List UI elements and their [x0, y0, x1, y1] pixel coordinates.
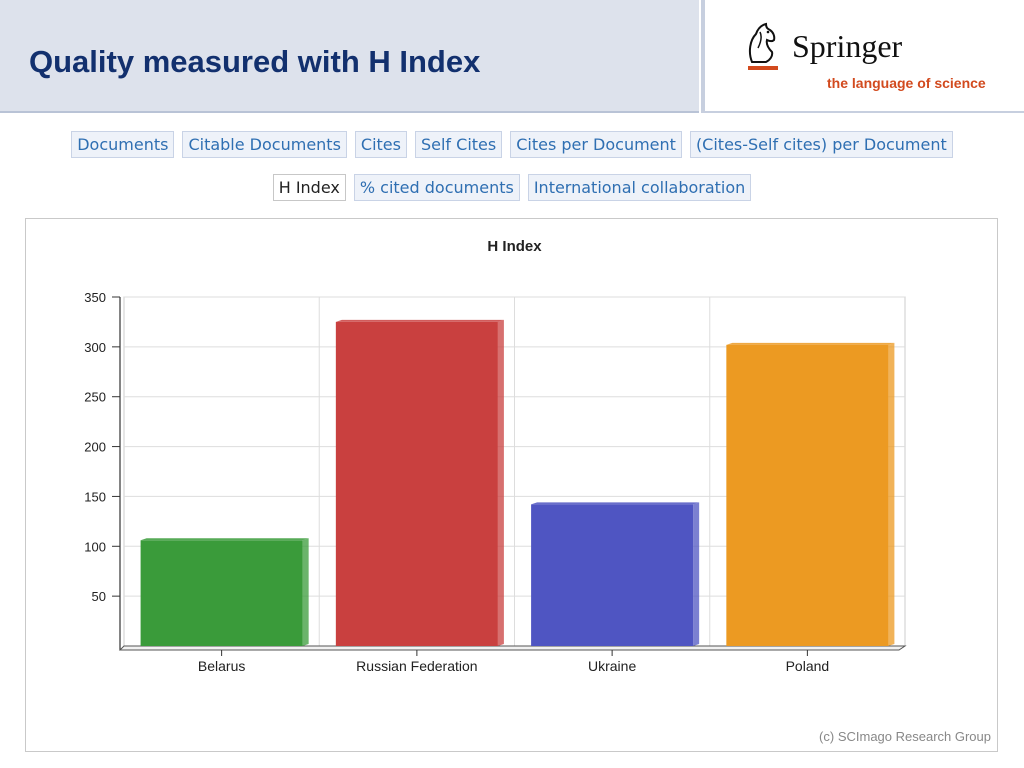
tab-international-collaboration[interactable]: International collaboration [527, 174, 752, 201]
y-tick-label: 100 [84, 539, 106, 554]
x-tick-label: Belarus [198, 658, 245, 674]
chart-credit: (c) SCImago Research Group [819, 729, 991, 744]
chart-panel: H Index 50 100 150 200 250 300 350 Belarus Russia… [25, 218, 998, 752]
x-tick-label: Ukraine [588, 658, 636, 674]
bar-top [335, 319, 504, 322]
tab-self-cites[interactable]: Self Cites [414, 131, 503, 158]
y-tick-label: 200 [84, 440, 106, 455]
brand-name: Springer [792, 28, 903, 64]
tab-cites-self-cites-per-document[interactable]: (Cites-Self cites) per Document [689, 131, 953, 158]
y-tick-label: 50 [92, 589, 106, 604]
bar-side [693, 502, 700, 646]
x-tick-label: Poland [786, 658, 830, 674]
bar-top [140, 538, 309, 541]
tab-cites[interactable]: Cites [354, 131, 407, 158]
tab-documents[interactable]: Documents [71, 131, 175, 158]
y-tick-label: 350 [84, 290, 106, 305]
bar-belarus [140, 540, 303, 646]
header-divider [701, 0, 705, 113]
page-title: Quality measured with H Index [29, 44, 481, 79]
metric-tabs-row-2: H Index % cited documents International co… [0, 174, 1024, 201]
header: Quality measured with H Index Springer t… [0, 0, 1024, 113]
title-banner: Quality measured with H Index [0, 0, 699, 113]
bar-side [302, 538, 309, 646]
springer-horse-icon [748, 22, 778, 70]
bar-top [531, 502, 700, 505]
chart-floor [118, 645, 907, 651]
logo-panel [705, 0, 1024, 113]
tab-cited-documents[interactable]: % cited documents [353, 174, 520, 201]
y-tick-label: 150 [84, 489, 106, 504]
y-tick-label: 300 [84, 340, 106, 355]
metric-tabs-row-1: Documents Citable Documents Cites Self Cite… [0, 131, 1024, 158]
bar-side [888, 342, 895, 646]
y-tick-label: 250 [84, 390, 106, 405]
bar-side [497, 319, 504, 646]
x-tick-label: Russian Federation [356, 658, 477, 674]
bar-ukraine [531, 504, 694, 646]
brand-tagline: the language of science [827, 75, 986, 91]
bar-top [726, 342, 895, 345]
tab-citable-documents[interactable]: Citable Documents [182, 131, 347, 158]
bar-poland [726, 344, 889, 646]
chart-title: H Index [487, 238, 542, 255]
tab-h-index[interactable]: H Index [272, 174, 346, 201]
h-index-bar-chart: H Index 50 100 150 200 250 300 350 Belarus Russia… [84, 238, 907, 674]
bar-russian-federation [335, 321, 498, 646]
tab-cites-per-document[interactable]: Cites per Document [510, 131, 682, 158]
